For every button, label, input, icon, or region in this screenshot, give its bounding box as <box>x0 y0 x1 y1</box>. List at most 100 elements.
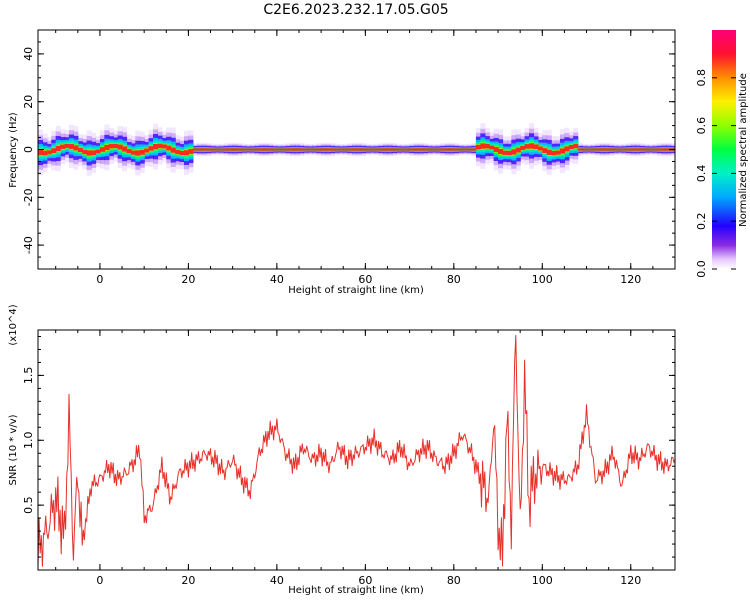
heatmap-cell <box>475 144 481 150</box>
heatmap-cell <box>321 148 327 151</box>
heatmap-cell <box>440 148 446 151</box>
heatmap-cell <box>542 148 548 154</box>
snr-x-ticks: 0 20 40 60 80 100 120 <box>55 330 676 587</box>
heatmap-cell <box>573 143 579 149</box>
heatmap-cell <box>498 148 504 155</box>
heatmap-cell <box>675 145 680 154</box>
x-tick-label: 0 <box>96 273 103 286</box>
heatmap-cell <box>290 148 296 151</box>
heatmap-cell <box>135 150 141 156</box>
y-tick-label: -40 <box>22 236 35 254</box>
chart-title: C2E6.2023.232.17.05.G05 <box>263 2 448 18</box>
colorbar-tick-label: 0.6 <box>695 117 708 135</box>
heatmap-cell <box>675 144 680 155</box>
heatmap-cell <box>418 148 424 151</box>
heatmap-cell <box>666 148 672 151</box>
heatmap-cell <box>144 148 150 153</box>
heatmap-cell <box>223 148 229 151</box>
heatmap-cell <box>55 145 61 152</box>
heatmap-cell <box>675 148 680 151</box>
y-tick-label: 1.0 <box>22 432 35 450</box>
heatmap-cell <box>356 148 362 151</box>
heatmap-cell <box>192 148 198 151</box>
x-tick-label: 120 <box>620 574 641 587</box>
heatmap-cell <box>316 148 322 151</box>
heatmap-cell <box>148 146 154 151</box>
snr-y-multiplier: (x10^4) <box>8 304 19 345</box>
heatmap-cell <box>648 148 654 151</box>
heatmap-cell <box>170 147 176 153</box>
y-tick-label: 1.5 <box>22 367 35 385</box>
heatmap-cell <box>312 148 318 151</box>
heatmap-cell <box>272 148 278 151</box>
heatmap-cell <box>639 148 645 151</box>
heatmap-cell <box>210 148 216 151</box>
heatmap-cell <box>520 145 526 150</box>
colorbar: 0.0 0.2 0.4 0.6 0.8 Normalized spectral ampl… <box>695 30 749 278</box>
heatmap-cell <box>533 144 539 149</box>
heatmap-cell <box>599 148 605 151</box>
heatmap-cell <box>153 143 159 150</box>
heatmap-cell <box>197 148 203 151</box>
colorbar-tick-label: 0.2 <box>695 212 708 230</box>
heatmap-cell <box>617 148 623 151</box>
heatmap-cell <box>529 143 535 149</box>
heatmap-cell <box>298 148 305 151</box>
heatmap-cell <box>347 148 353 151</box>
heatmap-cell <box>431 148 437 151</box>
heatmap-cell <box>511 149 517 155</box>
snr-frame <box>37 329 676 571</box>
heatmap-cell <box>387 148 393 151</box>
heatmap-cell <box>675 147 680 151</box>
heatmap-cell <box>250 148 256 151</box>
heatmap-cell <box>325 148 331 151</box>
heatmap-cell <box>471 148 477 151</box>
heatmap-layer <box>38 143 675 156</box>
snr-y-ticks: 0.5 1.0 1.5 <box>22 335 675 571</box>
heatmap-cell <box>436 148 442 151</box>
heatmap-cell <box>303 148 309 151</box>
heatmap-cell <box>604 148 610 151</box>
heatmap-cell <box>626 148 632 151</box>
heatmap-cell <box>122 146 128 152</box>
x-tick-label: 100 <box>532 574 553 587</box>
colorbar-label: Normalized spectral amplitude <box>738 73 749 227</box>
heatmap-cell <box>117 144 123 150</box>
heatmap-cell <box>582 148 588 151</box>
x-tick-label: 40 <box>270 574 284 587</box>
y-tick-label: -20 <box>22 188 35 206</box>
heatmap-cell <box>95 149 101 154</box>
heatmap-cell <box>214 148 220 151</box>
heatmap-cell <box>493 146 499 152</box>
heatmap-cell <box>644 148 650 151</box>
heatmap-cell <box>577 148 583 151</box>
heatmap-cell <box>630 148 636 151</box>
heatmap-cell <box>568 145 574 150</box>
heatmap-cell <box>206 148 212 151</box>
heatmap-cell <box>675 149 680 151</box>
heatmap-cell <box>400 148 406 151</box>
x-tick-label: 100 <box>532 273 553 286</box>
heatmap-cell <box>259 148 265 151</box>
heatmap-cell <box>263 148 269 151</box>
heatmap-cell <box>484 143 490 149</box>
heatmap-cell <box>524 144 530 149</box>
heatmap-cell <box>621 148 627 151</box>
heatmap-cell <box>635 148 641 151</box>
heatmap-cell <box>360 148 366 151</box>
heatmap-cell <box>51 148 57 153</box>
heatmap-cell <box>276 148 282 151</box>
heatmap-cell <box>489 145 495 150</box>
heatmap-cell <box>254 148 260 151</box>
heatmap-cell <box>307 148 313 151</box>
heatmap-cell <box>281 148 287 151</box>
heatmap-cell <box>183 150 190 156</box>
heatmap-x-axis-label: Height of straight line (km) <box>288 285 424 296</box>
heatmap-cell <box>108 143 114 149</box>
heatmap-cell <box>82 149 88 155</box>
heatmap-cell <box>329 148 335 151</box>
heatmap-cell <box>502 150 508 155</box>
heatmap-cell <box>352 148 358 151</box>
x-tick-label: 120 <box>620 273 641 286</box>
heatmap-cell <box>458 148 464 151</box>
